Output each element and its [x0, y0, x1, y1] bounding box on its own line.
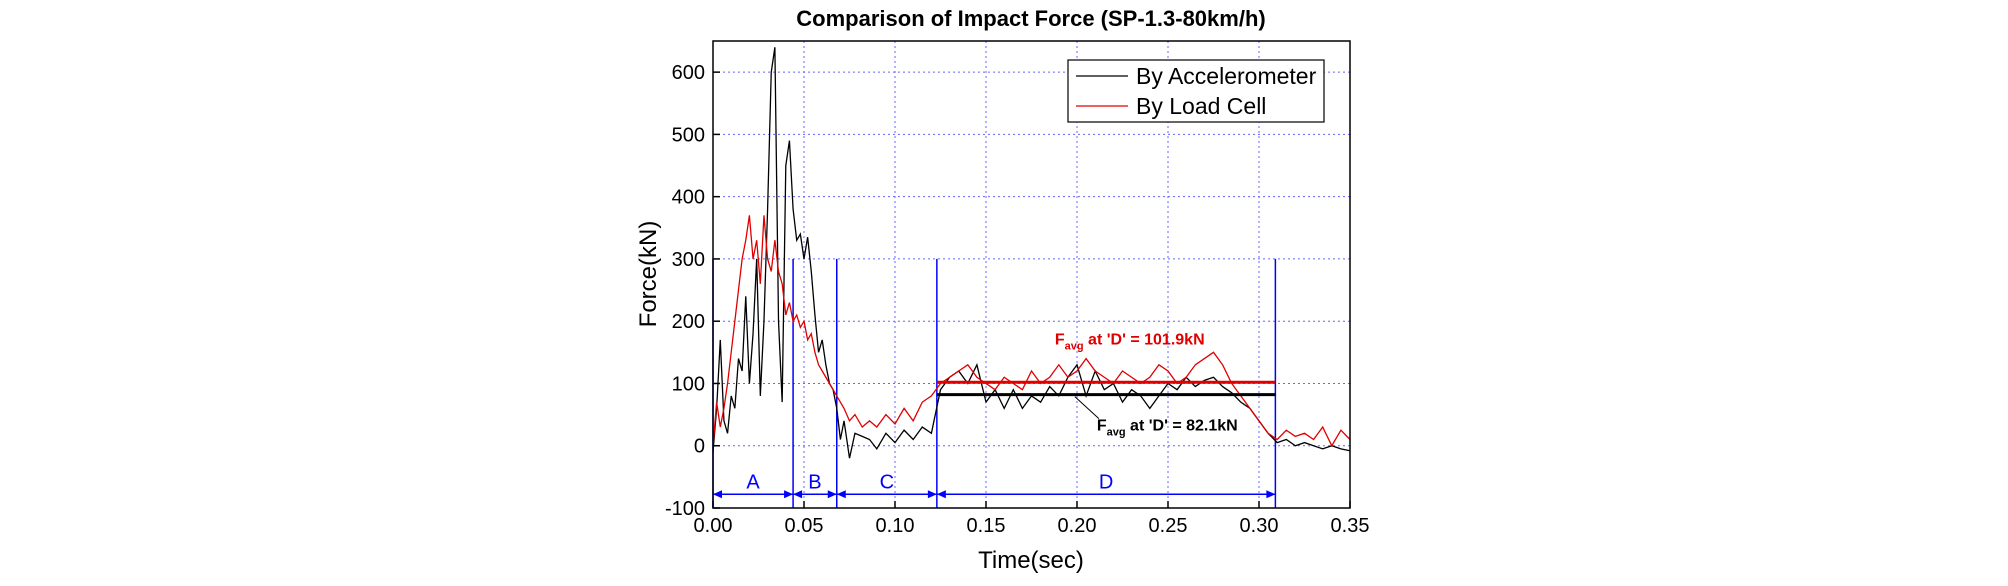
phase-label: B — [808, 471, 821, 493]
chart-title: Comparison of Impact Force (SP-1.3-80km/… — [796, 6, 1265, 31]
average-label: Favg at 'D' = 82.1kN — [1097, 418, 1238, 439]
y-tick-label: 100 — [672, 373, 705, 395]
y-tick-label: 0 — [694, 436, 705, 458]
legend-label: By Load Cell — [1136, 93, 1266, 119]
phase-label: A — [746, 471, 760, 493]
series-line — [712, 215, 1351, 448]
x-tick-label: 0.35 — [1331, 515, 1370, 537]
x-tick-label: 0.20 — [1058, 515, 1097, 537]
x-tick-label: 0.05 — [785, 515, 824, 537]
x-tick-label: 0.15 — [967, 515, 1006, 537]
series-line — [712, 47, 1351, 459]
y-tick-label: 200 — [672, 311, 705, 333]
plot-frame — [712, 40, 1351, 509]
y-tick-label: 500 — [672, 124, 705, 146]
label-main: F — [1055, 331, 1065, 348]
x-tick-label: 0.10 — [876, 515, 915, 537]
legend-box — [1067, 59, 1325, 123]
phase-label: C — [880, 471, 894, 493]
label-sub: avg — [1107, 427, 1126, 439]
x-tick-label: 0.00 — [694, 515, 733, 537]
x-axis-title: Time(sec) — [978, 547, 1084, 574]
label-sub: avg — [1065, 340, 1084, 352]
arrow-head — [793, 490, 837, 499]
arrow-head — [713, 490, 794, 499]
phase-label: D — [1099, 471, 1113, 493]
label-rest: at 'D' = 101.9kN — [1084, 331, 1205, 348]
x-tick-label: 0.30 — [1240, 515, 1279, 537]
y-tick-label: 400 — [672, 187, 705, 209]
label-rest: at 'D' = 82.1kN — [1126, 418, 1238, 435]
average-label: Favg at 'D' = 101.9kN — [1055, 331, 1205, 352]
y-tick-label: 600 — [672, 62, 705, 84]
x-tick-label: 0.25 — [1149, 515, 1188, 537]
label-main: F — [1097, 418, 1107, 435]
legend-label: By Accelerometer — [1136, 63, 1317, 89]
y-axis-title: Force(kN) — [635, 221, 662, 328]
legend: By Accelerometer By Load Cell — [1067, 59, 1325, 123]
y-tick-label: -100 — [665, 498, 705, 520]
leader-line — [1074, 396, 1100, 419]
y-tick-label: 300 — [672, 249, 705, 271]
